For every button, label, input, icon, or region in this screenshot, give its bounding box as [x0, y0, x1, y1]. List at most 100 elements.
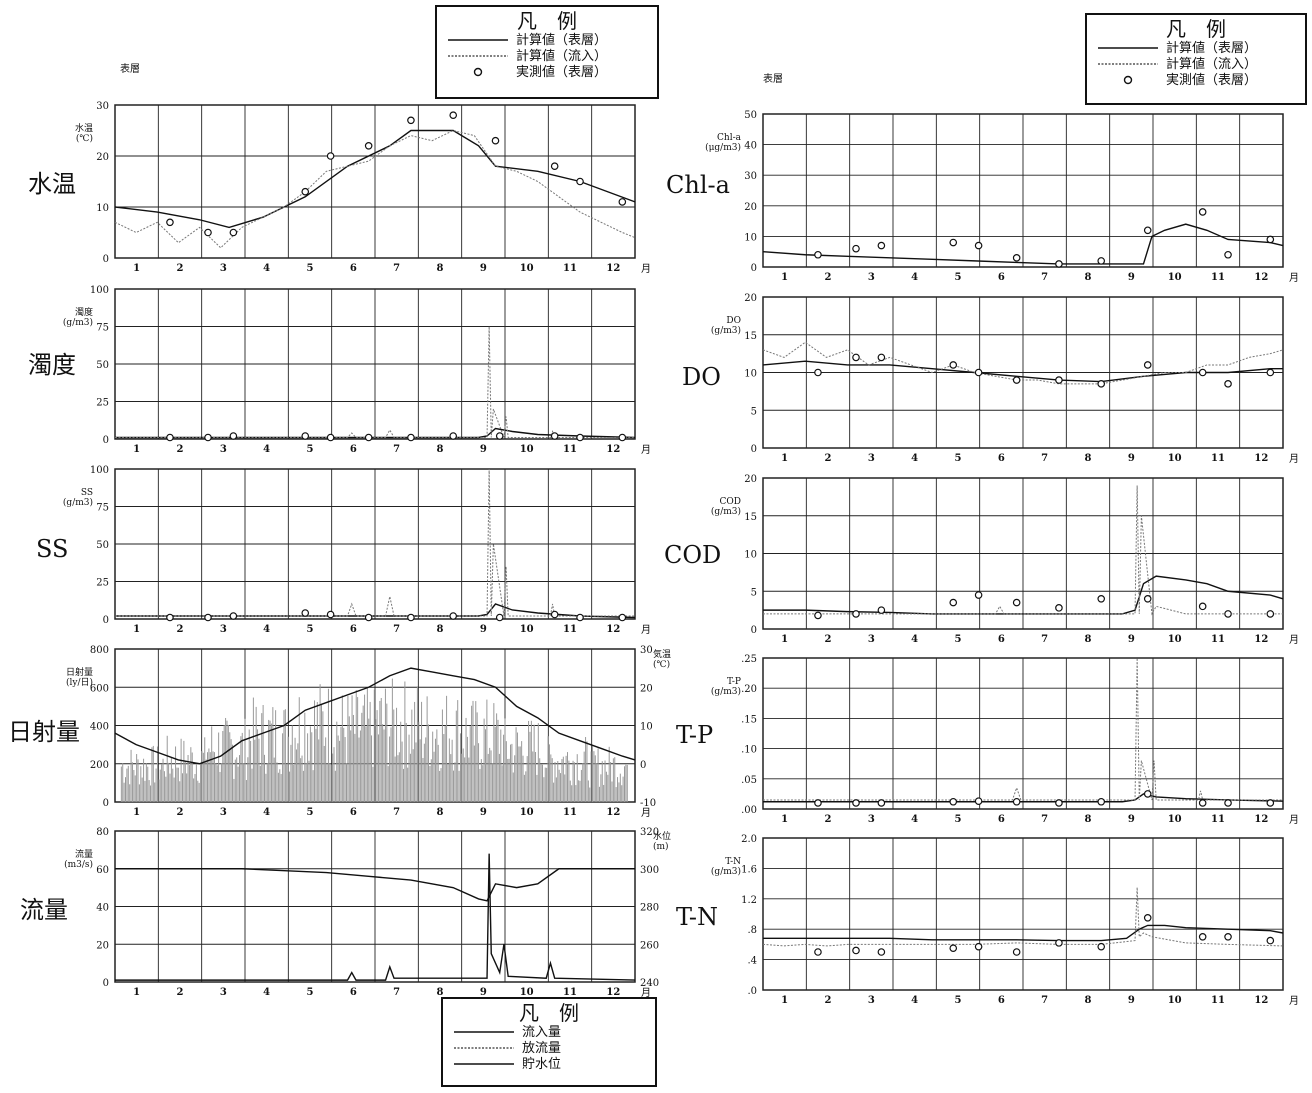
x-tick-label: 7: [1041, 634, 1048, 645]
x-tick-label: 12: [606, 624, 620, 635]
y-axis-label: SS (g/m3): [63, 488, 93, 508]
x-tick-label: 3: [868, 814, 875, 825]
measured-point: [364, 142, 373, 150]
y-tick-label: 100: [90, 465, 109, 476]
measured-point: [877, 241, 886, 250]
x-tick-label: 6: [350, 807, 357, 818]
legend-entry: 流入量: [522, 1025, 561, 1040]
measured-point: [974, 591, 983, 599]
x-tick-label: 3: [868, 272, 875, 283]
x-tick-label: 1: [781, 272, 788, 283]
measured-point: [949, 361, 958, 369]
measured-point: [1143, 913, 1152, 922]
x-tick-label: 4: [911, 634, 918, 645]
x-tick-label: 4: [911, 814, 918, 825]
y-tick-label: 400: [90, 722, 109, 733]
y-tick-label: .10: [741, 745, 757, 756]
legend-swatch-circle: [1123, 75, 1133, 85]
measured-point: [1224, 932, 1232, 941]
x-tick-label: 8: [437, 987, 444, 998]
measured-point: [449, 432, 458, 440]
x-tick-label: 12: [606, 444, 620, 455]
measured-point: [204, 228, 212, 237]
measured-point: [407, 116, 415, 125]
measured-point: [1198, 208, 1207, 216]
x-tick-label: 1: [133, 263, 140, 274]
x-tick-label: 6: [998, 272, 1005, 283]
measured-point: [949, 598, 958, 607]
x-tick-label: 11: [563, 987, 577, 998]
measured-point: [974, 942, 983, 951]
measured-point: [491, 136, 500, 145]
x-tick-label: 5: [307, 987, 314, 998]
x-tick-label: 11: [1211, 453, 1225, 464]
y-axis-label: 濁度(g/m3): [63, 306, 93, 328]
x-tick-label: 9: [480, 624, 487, 635]
measured-point: [814, 799, 822, 807]
y-tick-label: 0: [103, 435, 109, 446]
panel-tp: .00.05.10.15.20.251 2 3 4 5 6 7 8 9 10 11 12 月T-P (g/…: [676, 654, 1299, 826]
series-line-1: [763, 485, 1283, 616]
x-tick-label: 9: [1128, 453, 1135, 464]
measured-point: [1266, 936, 1275, 945]
measured-point: [1097, 257, 1106, 265]
x-tick-label: 7: [393, 987, 400, 998]
measured-point: [576, 433, 584, 442]
x-tick-label: 3: [220, 987, 227, 998]
y-tick-label: 50: [96, 360, 109, 371]
series-line-0: [763, 924, 1284, 942]
measured-point: [407, 613, 415, 622]
y-tick-label: 60: [96, 865, 109, 876]
x-tick-label: 9: [480, 263, 487, 274]
y-tick-label: 10: [96, 203, 109, 214]
y2-tick-label: 240: [640, 978, 659, 989]
y-axis-label: T-P (g/m3): [711, 677, 741, 697]
measured-point: [1224, 380, 1232, 388]
y-tick-label: 20: [96, 152, 109, 163]
x-tick-label: 7: [393, 624, 400, 635]
x-tick-label: 4: [911, 272, 918, 283]
x-tick-label: 10: [520, 624, 534, 635]
layer-label-left: 表層: [120, 62, 140, 75]
x-tick-label: 3: [868, 995, 875, 1006]
x-tick-label: 10: [520, 987, 534, 998]
measured-point: [1198, 368, 1207, 377]
x-tick-label: 6: [350, 444, 357, 455]
y-tick-label: 5: [751, 587, 757, 598]
x-tick-label: 7: [1041, 814, 1048, 825]
x-tick-label: 10: [1168, 995, 1182, 1006]
measured-point: [852, 799, 860, 807]
y-tick-label: 75: [96, 503, 109, 514]
x-tick-label: 8: [1085, 634, 1092, 645]
y2-tick-label: 10: [640, 722, 653, 733]
x-tick-label: 2: [825, 634, 832, 645]
x-tick-label: 5: [955, 995, 962, 1006]
measured-point: [814, 611, 822, 620]
legend-entry: 放流量: [522, 1041, 561, 1056]
measured-point: [204, 433, 212, 442]
y-tick-label: 50: [96, 540, 109, 551]
legend-title: 凡 例: [519, 1001, 579, 1025]
x-tick-label: 5: [955, 453, 962, 464]
y-tick-label: 10: [744, 369, 757, 380]
measured-point: [1266, 799, 1275, 807]
x-tick-label: 7: [393, 807, 400, 818]
x-tick-label: 6: [998, 995, 1005, 1006]
measured-point: [1224, 610, 1232, 618]
measured-point: [1012, 376, 1021, 384]
measured-point: [1143, 790, 1152, 798]
measured-point: [166, 218, 174, 227]
x-tick-label: 2: [177, 444, 184, 455]
x-tick-label: 3: [220, 263, 227, 274]
x-tick-label: 7: [393, 263, 400, 274]
y-tick-label: 25: [96, 398, 109, 409]
x-tick-label: 10: [1168, 634, 1182, 645]
series-line-0: [762, 360, 1283, 383]
legend-entry: 実測値（表層）: [1166, 72, 1257, 88]
y-tick-label: 600: [90, 683, 109, 694]
